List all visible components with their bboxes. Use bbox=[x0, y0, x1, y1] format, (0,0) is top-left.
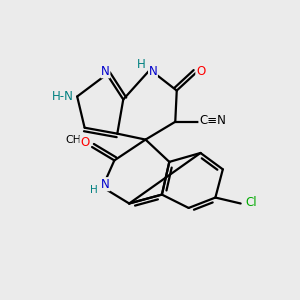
Text: N: N bbox=[101, 65, 110, 78]
Text: C≡N: C≡N bbox=[199, 114, 226, 127]
Text: CH₃: CH₃ bbox=[66, 135, 86, 145]
Text: H-N: H-N bbox=[52, 90, 74, 103]
Text: O: O bbox=[80, 136, 89, 149]
Text: N: N bbox=[148, 65, 157, 78]
Text: H: H bbox=[137, 58, 146, 71]
Text: Cl: Cl bbox=[245, 196, 257, 208]
Text: H: H bbox=[90, 185, 98, 195]
Text: O: O bbox=[196, 65, 205, 78]
Text: N: N bbox=[101, 178, 110, 191]
